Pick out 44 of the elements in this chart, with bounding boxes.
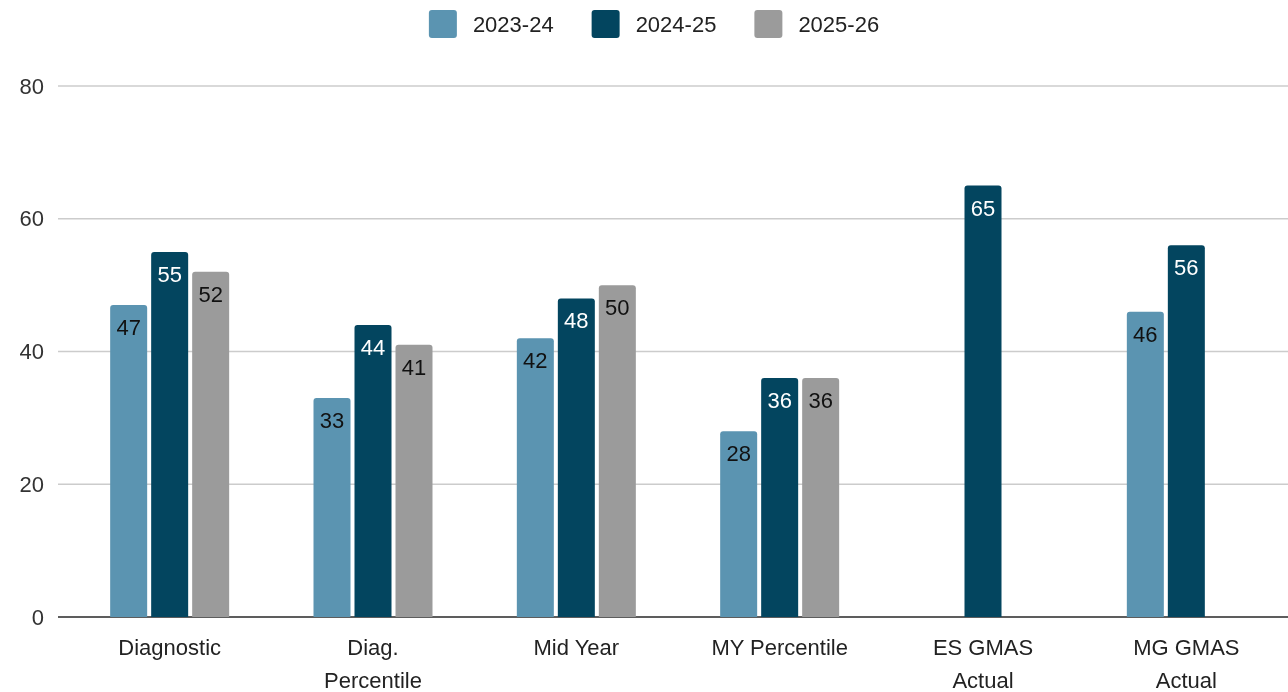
data-label: 65 (970, 195, 996, 221)
y-tick-label: 80 (19, 73, 44, 99)
legend-label: 2023-24 (472, 12, 554, 37)
data-label: 55 (157, 261, 182, 287)
bar (354, 324, 392, 617)
data-label: 56 (1174, 255, 1199, 281)
bar (192, 271, 230, 617)
x-tick-label: Diagnostic (118, 635, 222, 660)
x-tick-label: ES GMAS Actual (932, 635, 1034, 692)
bar (395, 344, 433, 617)
x-tick-label: Diag. Percentile (324, 635, 422, 692)
legend-label: 2024-25 (635, 12, 717, 37)
data-label: 44 (360, 334, 386, 360)
data-label: 52 (198, 281, 223, 307)
bar (720, 431, 758, 617)
bar (557, 298, 595, 617)
data-label: 47 (116, 315, 141, 341)
data-label: 46 (1133, 321, 1158, 347)
data-label: 50 (605, 295, 630, 321)
data-label: 36 (767, 388, 792, 414)
y-tick-label: 60 (19, 206, 44, 232)
data-label: 41 (401, 354, 427, 380)
bar (151, 251, 189, 617)
bar (313, 397, 351, 617)
x-tick-label: MG GMAS Actual (1133, 635, 1240, 692)
bar (598, 285, 636, 617)
bar (110, 305, 148, 617)
y-tick-label: 0 (31, 604, 44, 630)
bar (802, 378, 840, 617)
bar (761, 378, 799, 617)
data-label: 28 (726, 441, 751, 467)
legend-label: 2025-26 (798, 12, 880, 37)
data-label: 33 (319, 407, 345, 433)
x-tick-label: Mid Year (533, 635, 620, 660)
data-label: 42 (523, 348, 548, 374)
bar (1126, 311, 1164, 617)
x-tick-label: MY Percentile (711, 635, 848, 660)
bar (516, 338, 554, 617)
data-label: 48 (564, 308, 589, 334)
bar (1167, 245, 1205, 617)
y-tick-label: 40 (19, 339, 44, 365)
data-label: 36 (808, 388, 833, 414)
y-tick-label: 20 (19, 471, 44, 497)
bar (964, 185, 1002, 617)
